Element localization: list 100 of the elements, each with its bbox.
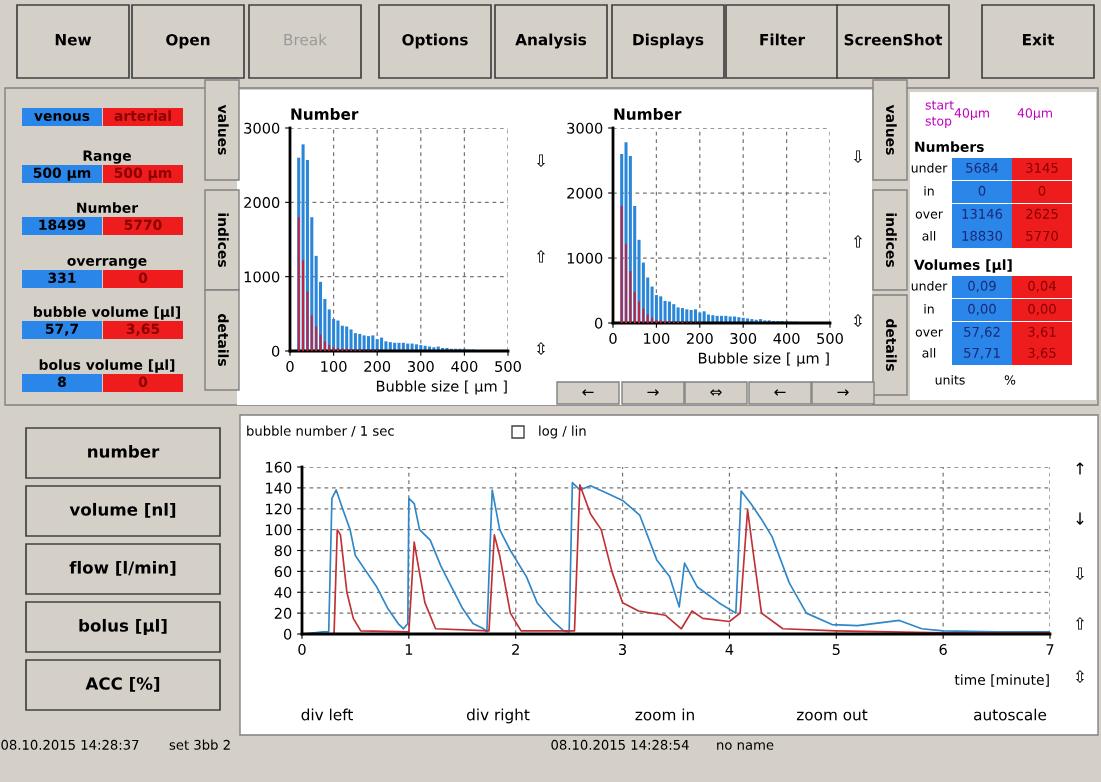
text: 3145 [1026,162,1058,173]
y-tick-label: 120 [266,503,292,515]
text: ⇧ [853,235,863,248]
y-tick-label: 1000 [244,271,280,283]
x-axis-title: Bubble size [ µm ] [376,380,507,395]
text: all [922,230,936,241]
x-tick-label: 200 [686,332,713,345]
text: 08.10.2015 14:28:37 [1,739,139,750]
x-tick-label: 0 [298,643,306,656]
x-tick-label: 500 [495,360,521,373]
text: 5684 [966,162,999,173]
y-tick-label: 140 [266,482,292,494]
text: bolus volume [µl] [39,359,175,373]
y-tick-label: 80 [274,545,292,557]
text: div right [466,708,530,724]
x-tick-label: 300 [407,360,434,373]
text: Volumes [µl] [914,259,1012,273]
x-tick-label: 300 [730,332,757,345]
text: → [837,389,849,396]
text: Displays [633,33,704,49]
text: bubble volume [µl] [33,306,180,320]
text: 57,62 [964,326,1000,339]
text: Break [284,33,327,46]
y-tick-label: 1000 [567,252,603,264]
text: ⇩ [536,154,546,168]
text: details [217,314,229,366]
text: 2625 [1026,208,1058,219]
text: ⇧ [536,250,546,263]
text: ⇳ [853,314,863,328]
x-tick-label: 1 [405,644,413,655]
text: 18830 [962,230,1003,241]
y-tick-label: 0 [283,628,292,640]
text: ⇩ [853,150,863,164]
text: div left [301,708,353,721]
text: log / lin [539,425,586,439]
text: ACC [%] [85,676,160,692]
text: under [911,280,948,291]
text: ⇩ [1075,567,1085,581]
text: 0 [978,185,986,196]
x-tick-label: 0 [609,332,617,345]
y-tick-label: 100 [266,524,292,536]
x-axis-title: time [minute] [954,674,1049,687]
text: 18499 [39,219,86,231]
text: % [1004,375,1016,385]
x-tick-label: 400 [451,360,478,373]
x-tick-label: 3 [619,643,627,656]
text: start [925,100,954,110]
text: ← [582,389,594,396]
x-tick-label: 100 [321,360,347,373]
text: ⇳ [1075,670,1085,684]
x-axis-title: Bubble size [ µm ] [698,352,829,367]
text: bolus [µl] [79,618,167,636]
y-tick-label: 40 [274,586,292,598]
text: Numbers [915,141,984,153]
text: New [55,34,92,46]
text: Options [402,33,468,49]
text: volume [nl] [69,502,176,518]
text: ↑ [1076,462,1084,475]
text: 13146 [962,208,1003,219]
text: Exit [1022,33,1055,46]
text: ← [774,389,786,396]
text: values [217,104,229,155]
text: number [88,444,160,458]
text: values [885,104,897,155]
x-tick-label: 200 [364,360,391,373]
text: flow [l/min] [69,560,176,576]
text: Number [77,202,139,214]
y-axis-title: bubble number / 1 sec [247,425,394,437]
text: units [935,374,965,385]
text: 8 [58,376,66,388]
text: 3,61 [1028,326,1056,339]
text: 40µm [1017,108,1052,121]
text: ⇳ [536,342,546,356]
text: Range [83,150,131,164]
y-tick-label: 2000 [567,187,603,199]
chart-title: Number [291,108,359,120]
text: 0,04 [1028,280,1056,293]
x-tick-label: 500 [817,332,843,345]
text: 40µm [954,108,989,121]
text: no name [717,742,774,750]
text: 500 µm [33,167,91,181]
text: in [924,303,934,314]
text: arterial [114,110,171,122]
text: 3,65 [1028,347,1056,360]
text: ⇧ [1075,617,1085,630]
text: 57,71 [964,348,1000,360]
text: 08.10.2015 14:28:54 [551,739,689,750]
text: Open [166,33,210,49]
text: overrange [67,257,147,269]
text: Analysis [515,33,587,49]
text: zoom out [796,709,868,721]
text: details [885,319,897,371]
text: 5770 [124,219,162,231]
y-tick-label: 60 [274,566,292,578]
text: under [911,162,948,173]
x-tick-label: 2 [512,643,519,655]
y-tick-label: 160 [266,461,292,473]
y-tick-label: 0 [594,317,603,329]
x-tick-label: 6 [939,643,947,656]
text: venous [34,113,90,122]
